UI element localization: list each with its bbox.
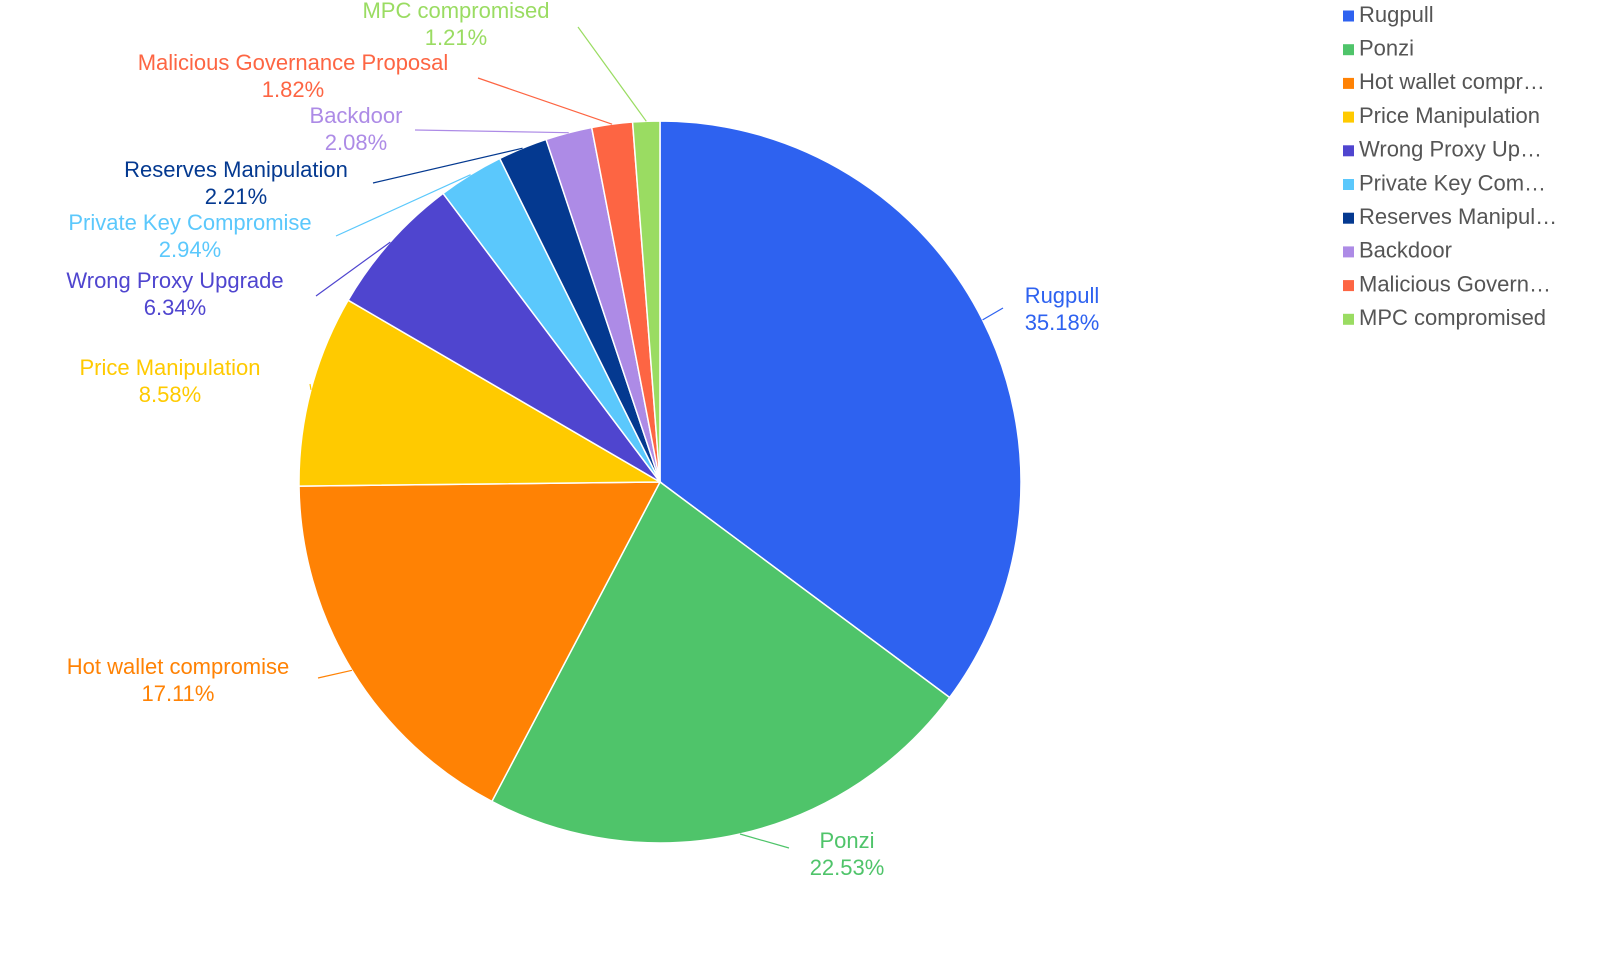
legend-label: Reserves Manipul… <box>1359 204 1557 229</box>
pie-slice-ponzi[interactable] <box>490 480 951 844</box>
slice-label-backdoor: Backdoor <box>310 103 403 128</box>
leader-line-rugpull <box>982 307 1004 321</box>
slice-label-reserves-manipulation: Reserves Manipulation <box>124 157 348 182</box>
slice-value-private-key-compromise: 2.94% <box>159 237 221 262</box>
legend-item-reserves-manipulation[interactable]: Reserves Manipul… <box>1343 204 1557 229</box>
legend-swatch <box>1343 145 1354 157</box>
legend-swatch <box>1343 246 1354 258</box>
slice-label-malicious-governance-proposal: Malicious Governance Proposal <box>138 50 449 75</box>
legend-swatch <box>1343 77 1354 89</box>
slice-value-reserves-manipulation: 2.21% <box>205 184 267 209</box>
leader-line-reserves-manipulation <box>372 147 523 184</box>
pie-slice-rugpull[interactable] <box>659 120 1022 699</box>
legend-swatch <box>1343 313 1354 325</box>
slice-label-price-manipulation: Price Manipulation <box>80 355 261 380</box>
slice-value-hot-wallet-compromise: 17.11% <box>142 681 215 706</box>
slice-label-ponzi: Ponzi <box>819 828 874 853</box>
slice-label-hot-wallet-compromise: Hot wallet compromise <box>67 654 290 679</box>
slice-label-wrong-proxy-upgrade: Wrong Proxy Upgrade <box>66 268 283 293</box>
pie-slice-price-manipulation[interactable] <box>298 299 663 487</box>
slice-label-mpc-compromised: MPC compromised <box>362 0 549 23</box>
legend-item-ponzi[interactable]: Ponzi <box>1343 36 1414 61</box>
legend-item-wrong-proxy-upgrade[interactable]: Wrong Proxy Up… <box>1343 137 1542 162</box>
legend-item-private-key-compromise[interactable]: Private Key Com… <box>1343 170 1546 195</box>
slice-value-rugpull: 35.18% <box>1025 310 1100 335</box>
legend-label: Private Key Com… <box>1359 170 1546 195</box>
slice-value-price-manipulation: 8.58% <box>139 382 201 407</box>
legend: Rugpull Ponzi Hot wallet compr… Price Manip… <box>1343 2 1557 330</box>
slice-label-private-key-compromise: Private Key Compromise <box>68 210 311 235</box>
slice-value-mpc-compromised: 1.21% <box>425 25 487 50</box>
legend-item-rugpull[interactable]: Rugpull <box>1343 2 1434 27</box>
legend-swatch <box>1343 179 1354 190</box>
legend-swatch <box>1343 44 1354 56</box>
leader-line-wrong-proxy-upgrade <box>315 241 391 297</box>
legend-item-price-manipulation[interactable]: Price Manipulation <box>1343 103 1540 128</box>
leader-line-backdoor <box>414 129 569 134</box>
slice-label-rugpull: Rugpull <box>1025 283 1100 308</box>
slice-value-malicious-governance-proposal: 1.82% <box>262 77 324 102</box>
leader-line-price-manipulation <box>309 383 312 390</box>
leader-line-ponzi <box>739 833 790 849</box>
legend-label: Malicious Govern… <box>1359 271 1551 296</box>
slice-value-ponzi: 22.53% <box>810 855 885 880</box>
leader-line-mpc-compromised <box>577 26 647 122</box>
pie-slices <box>298 120 1022 844</box>
legend-swatch <box>1343 280 1354 292</box>
label-leader-lines <box>309 26 1004 849</box>
legend-swatch <box>1343 111 1354 123</box>
legend-swatch <box>1343 212 1354 224</box>
legend-label: Ponzi <box>1359 36 1414 61</box>
slice-value-backdoor: 2.08% <box>325 130 387 155</box>
leader-line-private-key-compromise <box>335 174 471 237</box>
legend-item-mpc-compromised[interactable]: MPC compromised <box>1343 305 1546 330</box>
legend-label: Backdoor <box>1359 238 1452 263</box>
slice-value-wrong-proxy-upgrade: 6.34% <box>144 295 206 320</box>
leader-line-hot-wallet-compromise <box>317 669 353 679</box>
legend-label: Hot wallet compr… <box>1359 69 1545 94</box>
legend-label: Rugpull <box>1359 2 1434 27</box>
legend-label: MPC compromised <box>1359 305 1546 330</box>
legend-swatch <box>1343 10 1354 22</box>
legend-item-backdoor[interactable]: Backdoor <box>1343 238 1452 263</box>
legend-item-hot-wallet-compromise[interactable]: Hot wallet compr… <box>1343 69 1545 94</box>
legend-label: Price Manipulation <box>1359 103 1540 128</box>
legend-label: Wrong Proxy Up… <box>1359 137 1542 162</box>
leader-line-malicious-governance-proposal <box>477 77 613 125</box>
legend-item-malicious-governance-proposal[interactable]: Malicious Govern… <box>1343 271 1551 296</box>
pie-slice-hot-wallet-compromise[interactable] <box>298 481 662 803</box>
